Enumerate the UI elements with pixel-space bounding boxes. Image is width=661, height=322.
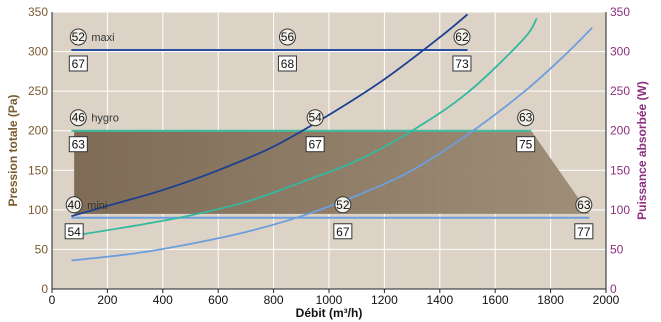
marker-square (574, 223, 594, 240)
marker-square (333, 223, 353, 240)
operating-zone (74, 130, 590, 214)
marker-square-label: 77 (577, 225, 591, 239)
marker-square (452, 55, 472, 72)
marker-square-label: 75 (519, 138, 533, 152)
marker-circle-label: 63 (519, 111, 533, 125)
marker-circle-label: 52 (72, 30, 86, 44)
y-left-tick-label: 150 (28, 163, 48, 177)
y-right-tick-label: 300 (610, 45, 630, 59)
markers: 52 67 56 68 62 73 maxi 46 63 54 67 63 75 hygro 40 54 52 6… (64, 28, 594, 240)
marker-circle-label: 63 (577, 198, 591, 212)
curve-name-label: maxi (91, 32, 114, 44)
marker-square-label: 67 (72, 57, 86, 71)
x-tick-label: 800 (264, 293, 284, 307)
marker-circle-label: 54 (308, 111, 322, 125)
y-left-tick-label: 100 (28, 203, 48, 217)
y-right-tick-label: 150 (610, 163, 630, 177)
marker-circle (334, 196, 352, 214)
marker-circle (575, 196, 593, 214)
marker-square (516, 136, 536, 153)
power-curves (71, 13, 593, 262)
marker-square (68, 136, 88, 153)
y-left-tick-label: 350 (28, 5, 48, 19)
marker-circle (69, 28, 87, 46)
y-right-tick-label: 350 (610, 5, 630, 19)
marker-circle (278, 28, 296, 46)
marker-circle-label: 62 (455, 30, 469, 44)
y-left-tick-label: 200 (28, 124, 48, 138)
marker-circle (517, 109, 535, 127)
x-tick-label: 1400 (426, 293, 453, 307)
marker-circle (69, 109, 87, 127)
marker-square-label: 68 (281, 57, 295, 71)
marker-circle (65, 196, 83, 214)
y-left-tick-label: 250 (28, 84, 48, 98)
marker-circle-label: 56 (281, 30, 295, 44)
y-right-tick-label: 50 (610, 242, 624, 256)
y-right-tick-label: 0 (610, 282, 617, 296)
y-left-tick-label: 0 (41, 282, 48, 296)
x-tick-label: 1600 (482, 293, 509, 307)
marker-square (277, 55, 297, 72)
y-left-tick-label: 50 (35, 242, 49, 256)
marker-square-label: 67 (336, 225, 350, 239)
x-tick-label: 1200 (371, 293, 398, 307)
marker-square (64, 223, 84, 240)
marker-circle-label: 46 (72, 111, 86, 125)
marker-circle (306, 109, 324, 127)
y-axis-left-title: Pression totale (Pa) (6, 94, 20, 206)
power-curve-1 (71, 13, 469, 218)
x-tick-label: 2000 (593, 293, 620, 307)
x-tick-label: 600 (208, 293, 228, 307)
y-left-tick-label: 300 (28, 45, 48, 59)
y-right-tick-label: 250 (610, 84, 630, 98)
x-tick-label: 0 (49, 293, 56, 307)
y-right-tick-label: 200 (610, 124, 630, 138)
x-tick-label: 400 (153, 293, 173, 307)
y-axis-right-title: Puissance absorbée (W) (635, 81, 649, 220)
marker-square (68, 55, 88, 72)
curve-name-label: mini (87, 200, 107, 212)
x-axis-title: Débit (m³/h) (296, 306, 363, 320)
power-curve-2 (71, 17, 538, 237)
x-tick-label: 1800 (537, 293, 564, 307)
marker-circle (453, 28, 471, 46)
marker-circle-label: 40 (67, 198, 81, 212)
x-tick-label: 1000 (316, 293, 343, 307)
marker-circle-label: 52 (336, 198, 350, 212)
marker-square-label: 73 (455, 57, 469, 71)
power-curve-3 (71, 27, 593, 262)
marker-square-label: 67 (308, 138, 322, 152)
x-tick-label: 200 (97, 293, 117, 307)
marker-square (305, 136, 325, 153)
marker-square-label: 54 (67, 225, 81, 239)
curve-name-label: hygro (91, 113, 119, 125)
operating-zone-shape (74, 130, 590, 214)
y-right-tick-label: 100 (610, 203, 630, 217)
marker-square-label: 63 (72, 138, 86, 152)
